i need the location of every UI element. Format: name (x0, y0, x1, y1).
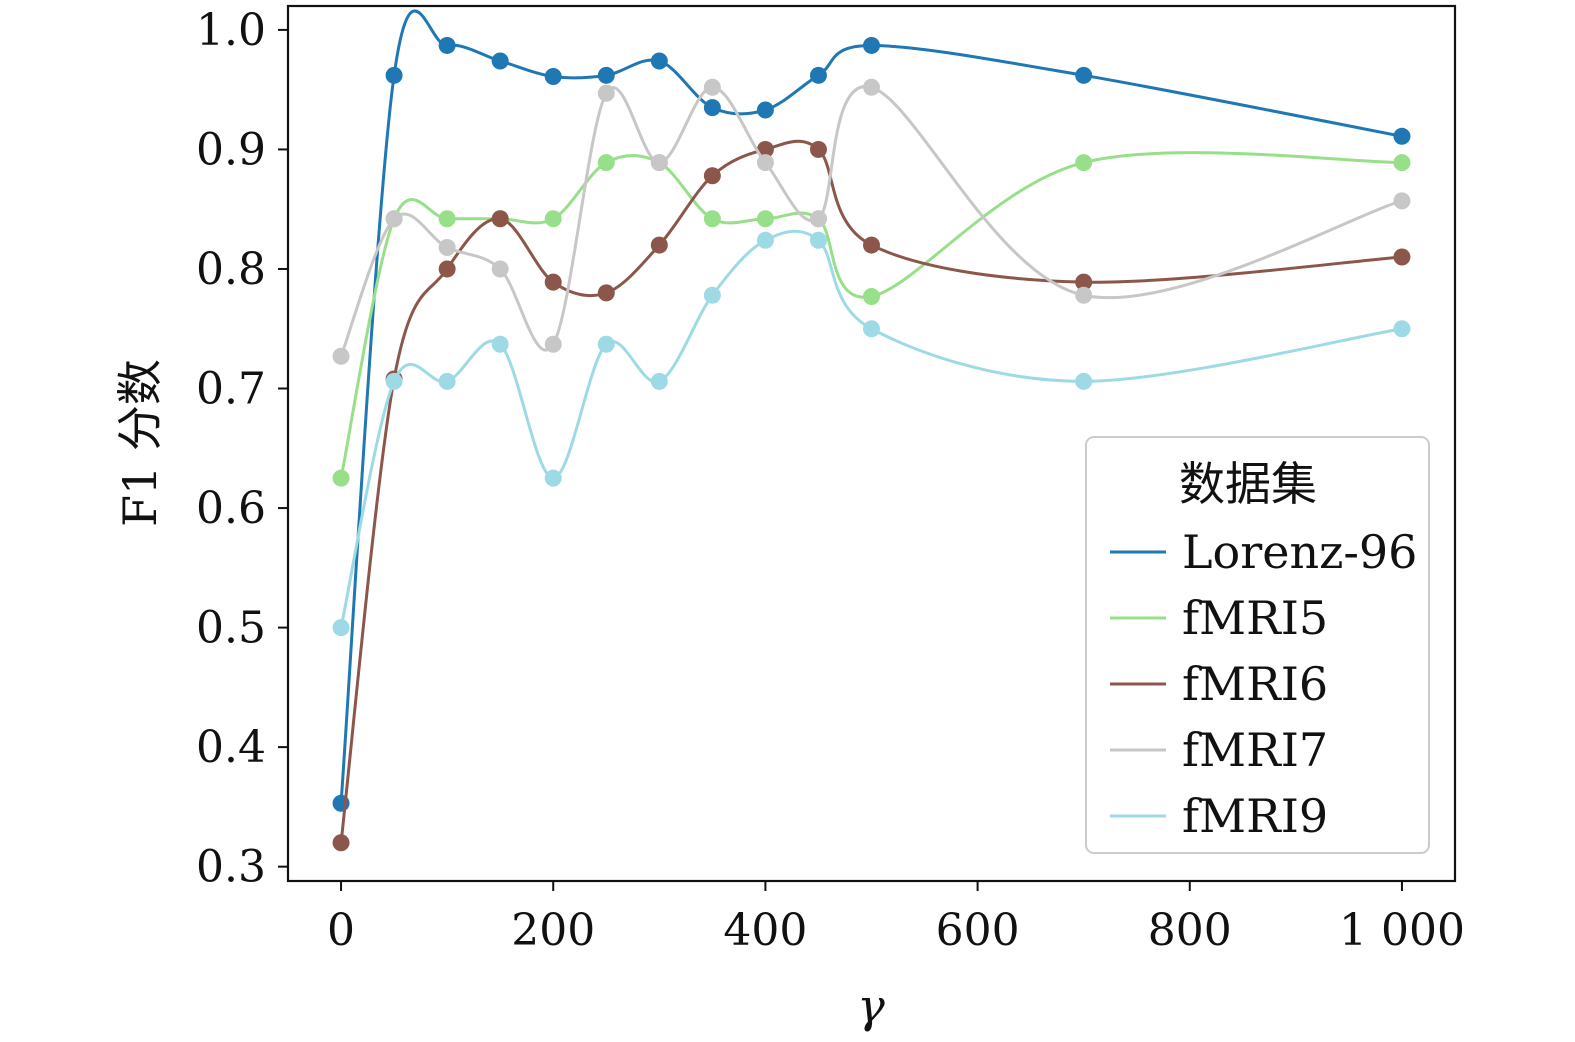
series-line (339, 151, 1402, 479)
data-point (438, 238, 456, 256)
data-point (863, 236, 880, 254)
data-point (809, 140, 827, 158)
x-axis: 0 200 400 600 800 1 000 (327, 881, 1465, 956)
data-point (703, 210, 721, 228)
data-point (1393, 127, 1411, 145)
series-fmri7 (332, 78, 1411, 365)
data-point (385, 66, 403, 84)
data-point (756, 231, 774, 249)
data-point (597, 66, 615, 84)
data-point (650, 236, 668, 254)
data-point (438, 372, 456, 390)
x-tick-label: 1 000 (1339, 905, 1465, 956)
data-point (491, 260, 509, 278)
x-tick-label: 200 (511, 905, 595, 956)
x-tick-label: 800 (1148, 905, 1232, 956)
x-axis-label: γ (857, 979, 885, 1033)
data-point (544, 335, 562, 353)
legend-entry-label: fMRI6 (1182, 657, 1328, 711)
data-point (809, 210, 827, 228)
y-tick-label: 0.4 (196, 722, 266, 773)
series-lorenz-96 (332, 9, 1411, 812)
x-tick-label: 0 (327, 905, 355, 956)
y-tick-label: 0.5 (196, 603, 266, 654)
data-point (1075, 273, 1093, 291)
data-point (756, 154, 774, 172)
y-tick-label: 1.0 (196, 5, 266, 56)
data-point (703, 286, 721, 304)
series-line (339, 85, 1403, 357)
y-axis: 0.3 0.4 0.5 0.6 0.7 0.8 0.9 1.0 (196, 5, 288, 893)
data-point (438, 260, 456, 278)
data-point (863, 320, 880, 338)
series-line (339, 9, 1403, 804)
legend-entry-label: fMRI9 (1182, 789, 1328, 843)
data-point (1393, 320, 1411, 338)
data-point (438, 210, 456, 228)
data-point (332, 619, 350, 637)
legend: 数据集 Lorenz-96 fMRI5 fMRI6 fMRI7 fMRI9 (1085, 436, 1430, 854)
legend-entry-label: fMRI5 (1182, 591, 1328, 645)
y-axis-label: F1 分数 (113, 359, 167, 527)
data-point (809, 231, 827, 249)
series-fmri9 (332, 229, 1411, 637)
data-point (385, 372, 403, 390)
data-point (491, 335, 509, 353)
y-tick-label: 0.7 (196, 364, 266, 415)
data-point (756, 140, 774, 158)
data-point (703, 99, 721, 117)
legend-box (1085, 436, 1430, 854)
data-point (863, 36, 880, 54)
data-point (332, 469, 350, 487)
y-tick-label: 0.8 (196, 244, 266, 295)
data-point (491, 52, 509, 70)
data-point (703, 78, 721, 96)
data-point (1393, 248, 1411, 266)
data-point (597, 154, 615, 172)
legend-entry-label: fMRI7 (1182, 723, 1328, 777)
x-tick-label: 400 (723, 905, 807, 956)
data-point (1075, 372, 1093, 390)
legend-title: 数据集 (1179, 457, 1317, 511)
data-point (544, 273, 562, 291)
series-fmri6 (332, 139, 1411, 852)
data-point (544, 68, 562, 86)
data-point (703, 167, 721, 185)
data-point (438, 36, 456, 54)
data-point (1075, 286, 1093, 304)
data-point (544, 210, 562, 228)
data-point (332, 347, 350, 365)
data-point (491, 210, 509, 228)
x-tick-label: 600 (936, 905, 1020, 956)
series-layer (332, 9, 1411, 852)
data-point (650, 52, 668, 70)
data-point (756, 101, 774, 119)
y-tick-label: 0.9 (196, 124, 266, 175)
data-point (809, 66, 827, 84)
data-point (597, 284, 615, 302)
data-point (544, 469, 562, 487)
data-point (1393, 192, 1411, 210)
data-point (1075, 66, 1093, 84)
data-point (650, 372, 668, 390)
data-point (863, 78, 880, 96)
y-tick-label: 0.3 (196, 842, 266, 893)
legend-entry-label: Lorenz-96 (1182, 525, 1417, 579)
data-point (385, 210, 403, 228)
data-point (332, 834, 350, 852)
data-point (1075, 154, 1093, 172)
data-point (650, 154, 668, 172)
data-point (863, 287, 880, 305)
data-point (756, 210, 774, 228)
data-point (597, 84, 615, 102)
data-point (1393, 154, 1411, 172)
plot-frame (286, 4, 1457, 883)
y-tick-label: 0.6 (196, 483, 266, 534)
data-point (597, 335, 615, 353)
